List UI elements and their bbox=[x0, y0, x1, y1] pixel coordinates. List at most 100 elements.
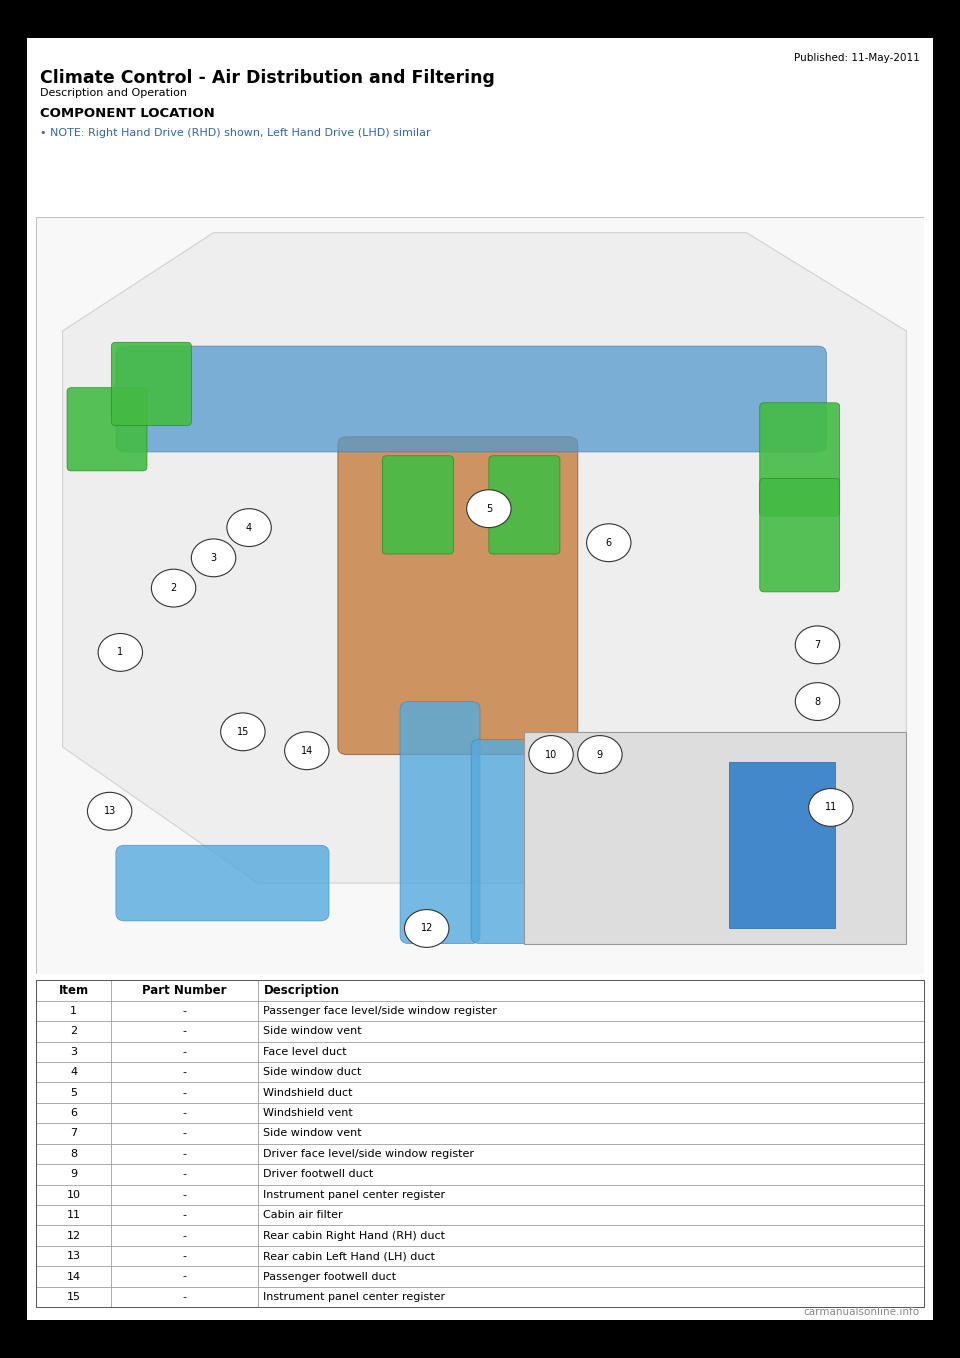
FancyBboxPatch shape bbox=[382, 456, 453, 554]
Bar bbox=[36, 1021, 111, 1042]
Circle shape bbox=[467, 490, 511, 528]
Bar bbox=[36, 1103, 111, 1123]
Bar bbox=[111, 1287, 258, 1308]
Circle shape bbox=[529, 736, 573, 774]
Text: -: - bbox=[182, 1128, 186, 1138]
Text: 5: 5 bbox=[486, 504, 492, 513]
Text: -: - bbox=[182, 1006, 186, 1016]
Circle shape bbox=[98, 633, 142, 671]
Text: 12: 12 bbox=[420, 923, 433, 933]
Bar bbox=[36, 1184, 111, 1205]
Circle shape bbox=[227, 509, 272, 546]
Bar bbox=[111, 1184, 258, 1205]
Circle shape bbox=[152, 569, 196, 607]
FancyBboxPatch shape bbox=[67, 387, 147, 471]
Text: 1: 1 bbox=[70, 1006, 77, 1016]
Text: Side window vent: Side window vent bbox=[263, 1027, 362, 1036]
Bar bbox=[36, 1225, 111, 1245]
Text: Side window duct: Side window duct bbox=[263, 1067, 362, 1077]
Bar bbox=[111, 1164, 258, 1184]
Bar bbox=[111, 1225, 258, 1245]
Circle shape bbox=[578, 736, 622, 774]
Bar bbox=[36, 1287, 111, 1308]
Bar bbox=[111, 1205, 258, 1225]
Text: 14: 14 bbox=[300, 746, 313, 755]
Text: -: - bbox=[182, 1088, 186, 1097]
Text: E76428: E76428 bbox=[40, 989, 83, 999]
Text: -: - bbox=[182, 1027, 186, 1036]
Bar bbox=[36, 1123, 111, 1143]
Text: Windshield duct: Windshield duct bbox=[263, 1088, 353, 1097]
Text: 5: 5 bbox=[70, 1088, 77, 1097]
Circle shape bbox=[795, 683, 840, 721]
Bar bbox=[111, 1245, 258, 1266]
Text: Windshield vent: Windshield vent bbox=[263, 1108, 353, 1118]
Bar bbox=[36, 1082, 111, 1103]
Text: 3: 3 bbox=[70, 1047, 77, 1057]
FancyBboxPatch shape bbox=[111, 342, 191, 425]
Text: -: - bbox=[182, 1169, 186, 1179]
Text: Description: Description bbox=[263, 985, 340, 997]
Bar bbox=[258, 1184, 924, 1205]
Text: 11: 11 bbox=[66, 1210, 81, 1221]
Text: -: - bbox=[182, 1210, 186, 1221]
Text: 2: 2 bbox=[70, 1027, 77, 1036]
Text: Passenger footwell duct: Passenger footwell duct bbox=[263, 1271, 396, 1282]
Circle shape bbox=[221, 713, 265, 751]
FancyBboxPatch shape bbox=[759, 403, 840, 516]
Bar bbox=[36, 1205, 111, 1225]
Bar bbox=[258, 1205, 924, 1225]
Text: Rear cabin Left Hand (LH) duct: Rear cabin Left Hand (LH) duct bbox=[263, 1251, 436, 1262]
Text: 12: 12 bbox=[66, 1230, 81, 1241]
Bar bbox=[258, 1021, 924, 1042]
Text: 8: 8 bbox=[70, 1149, 77, 1158]
Text: 15: 15 bbox=[66, 1291, 81, 1302]
Bar bbox=[111, 1021, 258, 1042]
FancyBboxPatch shape bbox=[400, 702, 480, 944]
Text: Climate Control - Air Distribution and Filtering: Climate Control - Air Distribution and F… bbox=[40, 69, 495, 87]
Text: carmanualsonline.info: carmanualsonline.info bbox=[804, 1308, 920, 1317]
Circle shape bbox=[587, 524, 631, 562]
Bar bbox=[36, 1062, 111, 1082]
FancyBboxPatch shape bbox=[759, 478, 840, 592]
Bar bbox=[111, 1082, 258, 1103]
Text: Part Number: Part Number bbox=[142, 985, 227, 997]
Bar bbox=[111, 1143, 258, 1164]
Text: Face level duct: Face level duct bbox=[263, 1047, 347, 1057]
Text: -: - bbox=[182, 1047, 186, 1057]
Text: 9: 9 bbox=[597, 750, 603, 759]
Bar bbox=[258, 1082, 924, 1103]
Bar bbox=[36, 1042, 111, 1062]
Text: Driver footwell duct: Driver footwell duct bbox=[263, 1169, 373, 1179]
Circle shape bbox=[191, 539, 236, 577]
Text: -: - bbox=[182, 1067, 186, 1077]
Circle shape bbox=[404, 910, 449, 948]
Bar bbox=[258, 1123, 924, 1143]
Bar bbox=[111, 1123, 258, 1143]
Text: 1: 1 bbox=[117, 648, 124, 657]
FancyBboxPatch shape bbox=[489, 456, 560, 554]
Circle shape bbox=[284, 732, 329, 770]
Text: COMPONENT LOCATION: COMPONENT LOCATION bbox=[40, 107, 215, 121]
Bar bbox=[36, 1001, 111, 1021]
Text: 6: 6 bbox=[606, 538, 612, 547]
Bar bbox=[111, 1266, 258, 1287]
Text: -: - bbox=[182, 1108, 186, 1118]
Text: -: - bbox=[182, 1251, 186, 1262]
Text: 10: 10 bbox=[545, 750, 557, 759]
Text: Instrument panel center register: Instrument panel center register bbox=[263, 1291, 445, 1302]
Text: 2: 2 bbox=[171, 583, 177, 593]
Text: -: - bbox=[182, 1230, 186, 1241]
Text: 9: 9 bbox=[70, 1169, 77, 1179]
Bar bbox=[111, 980, 258, 1001]
Bar bbox=[729, 762, 835, 929]
Text: 14: 14 bbox=[66, 1271, 81, 1282]
Text: 8: 8 bbox=[814, 697, 821, 706]
Text: 13: 13 bbox=[104, 807, 116, 816]
Text: Side window vent: Side window vent bbox=[263, 1128, 362, 1138]
Bar bbox=[36, 980, 924, 1308]
Bar bbox=[111, 1062, 258, 1082]
Text: 4: 4 bbox=[70, 1067, 77, 1077]
Text: Description and Operation: Description and Operation bbox=[40, 88, 187, 98]
Bar bbox=[258, 1103, 924, 1123]
